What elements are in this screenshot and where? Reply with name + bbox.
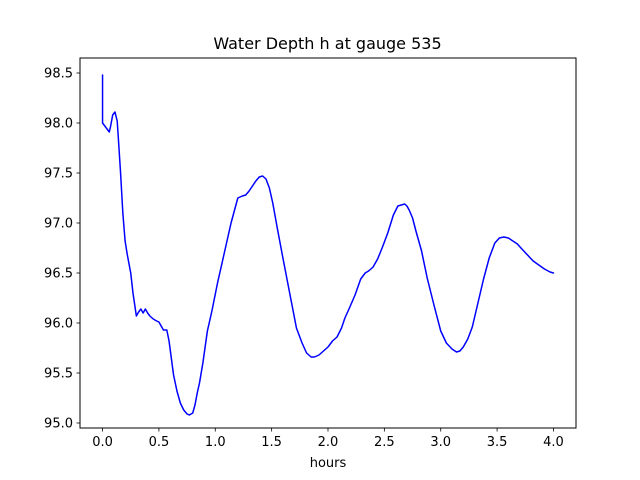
y-tick-label: 96.0 xyxy=(44,317,73,332)
x-tick-label: 4.0 xyxy=(543,435,564,450)
plot-area xyxy=(79,57,577,429)
x-tick-label: 3.5 xyxy=(487,435,508,450)
series-line xyxy=(101,74,555,416)
y-tick-label: 97.0 xyxy=(44,217,73,232)
x-tick-label: 3.0 xyxy=(430,435,451,450)
y-tick-label: 98.5 xyxy=(44,67,73,82)
y-tick-label: 95.0 xyxy=(44,417,73,432)
x-tick-label: 1.0 xyxy=(205,435,226,450)
x-tick-label: 0.5 xyxy=(149,435,170,450)
x-tick-label: 2.0 xyxy=(318,435,339,450)
x-axis: 0.0 0.5 1.0 1.5 2.0 2.5 3.0 3.5 4.0 xyxy=(92,428,564,450)
axes-frame xyxy=(79,57,577,429)
x-tick-label: 0.0 xyxy=(92,435,113,450)
y-tick-label: 98.0 xyxy=(44,117,73,132)
x-tick-label: 2.5 xyxy=(374,435,395,450)
y-tick-label: 95.5 xyxy=(44,367,73,382)
y-axis: 95.0 95.5 96.0 96.5 97.0 97.5 98.0 98.5 xyxy=(44,67,80,432)
y-tick-label: 97.5 xyxy=(44,167,73,182)
chart-title: Water Depth h at gauge 535 xyxy=(213,34,441,53)
x-tick-label: 1.5 xyxy=(261,435,282,450)
x-axis-label: hours xyxy=(310,456,347,471)
y-tick-label: 96.5 xyxy=(44,267,73,282)
